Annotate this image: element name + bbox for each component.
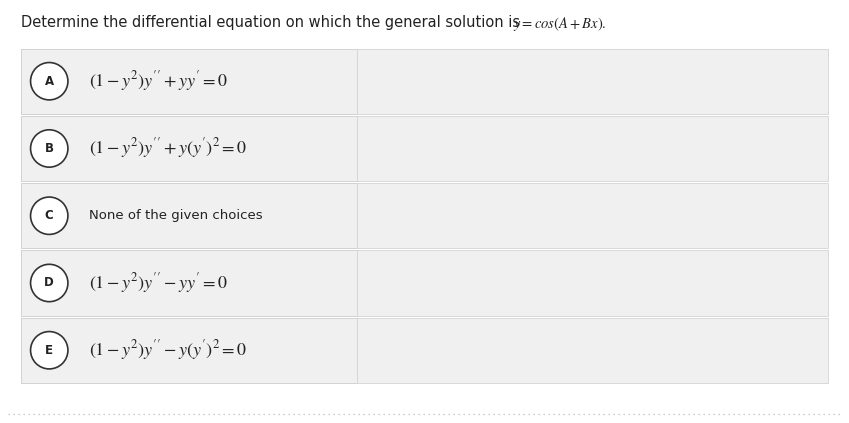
FancyBboxPatch shape (21, 183, 828, 248)
FancyBboxPatch shape (21, 116, 357, 181)
Text: $y=cos\left(A+Bx\right)$.: $y=cos\left(A+Bx\right)$. (513, 15, 606, 33)
Text: $\mathit{(1-y^2)y^{\prime\prime}+y(y^{\prime})^2=0}$: $\mathit{(1-y^2)y^{\prime\prime}+y(y^{\p… (89, 137, 248, 160)
FancyBboxPatch shape (21, 250, 357, 316)
Text: $\mathit{(1-y^2)y^{\prime\prime}-yy^{\prime}=0}$: $\mathit{(1-y^2)y^{\prime\prime}-yy^{\pr… (89, 271, 228, 295)
Text: $\mathit{(1-y^2)y^{\prime\prime}-y(y^{\prime})^2=0}$: $\mathit{(1-y^2)y^{\prime\prime}-y(y^{\p… (89, 338, 248, 362)
Text: D: D (44, 277, 54, 289)
Ellipse shape (31, 63, 68, 100)
FancyBboxPatch shape (21, 250, 828, 316)
Text: A: A (45, 75, 53, 88)
Text: None of the given choices: None of the given choices (89, 209, 263, 222)
Ellipse shape (31, 130, 68, 167)
FancyBboxPatch shape (21, 183, 357, 248)
Text: Determine the differential equation on which the general solution is: Determine the differential equation on w… (21, 15, 525, 30)
FancyBboxPatch shape (21, 116, 828, 181)
FancyBboxPatch shape (21, 318, 828, 383)
Ellipse shape (31, 332, 68, 369)
FancyBboxPatch shape (21, 318, 357, 383)
Text: E: E (45, 344, 53, 357)
FancyBboxPatch shape (21, 49, 828, 114)
Text: C: C (45, 209, 53, 222)
FancyBboxPatch shape (21, 49, 357, 114)
Ellipse shape (31, 264, 68, 302)
Ellipse shape (31, 197, 68, 234)
Text: B: B (45, 142, 53, 155)
Text: $\mathit{(1-y^2)y^{\prime\prime}+yy^{\prime}=0}$: $\mathit{(1-y^2)y^{\prime\prime}+yy^{\pr… (89, 69, 228, 93)
